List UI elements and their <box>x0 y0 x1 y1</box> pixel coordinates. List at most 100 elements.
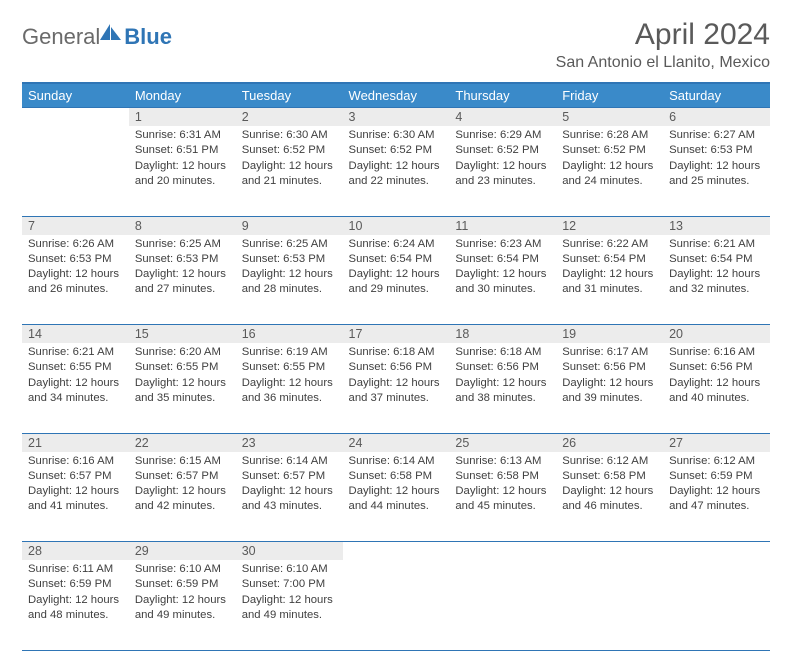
daylight-text: Daylight: 12 hours and 49 minutes. <box>242 593 337 624</box>
daylight-text: Daylight: 12 hours and 37 minutes. <box>349 376 444 407</box>
sunset-text: Sunset: 6:59 PM <box>135 577 230 592</box>
calendar-cell: Sunrise: 6:19 AMSunset: 6:55 PMDaylight:… <box>236 343 343 433</box>
calendar-cell: Sunrise: 6:27 AMSunset: 6:53 PMDaylight:… <box>663 126 770 216</box>
calendar-cell: Sunrise: 6:31 AMSunset: 6:51 PMDaylight:… <box>129 126 236 216</box>
sunset-text: Sunset: 6:55 PM <box>28 360 123 375</box>
sunset-text: Sunset: 6:56 PM <box>349 360 444 375</box>
weekday-monday: Monday <box>129 83 236 108</box>
sunrise-text: Sunrise: 6:30 AM <box>242 128 337 143</box>
calendar-row: Sunrise: 6:26 AMSunset: 6:53 PMDaylight:… <box>22 235 770 325</box>
day-number: 6 <box>663 108 770 127</box>
calendar-cell: Sunrise: 6:14 AMSunset: 6:58 PMDaylight:… <box>343 452 450 542</box>
day-details: Sunrise: 6:21 AMSunset: 6:55 PMDaylight:… <box>22 343 129 410</box>
sunset-text: Sunset: 6:56 PM <box>669 360 764 375</box>
sunrise-text: Sunrise: 6:30 AM <box>349 128 444 143</box>
sunrise-text: Sunrise: 6:26 AM <box>28 237 123 252</box>
day-number: 16 <box>236 325 343 344</box>
sunset-text: Sunset: 6:57 PM <box>28 469 123 484</box>
daynum-row: 21222324252627 <box>22 433 770 452</box>
day-number: 20 <box>663 325 770 344</box>
sunset-text: Sunset: 6:57 PM <box>135 469 230 484</box>
day-number: 29 <box>129 542 236 561</box>
daylight-text: Daylight: 12 hours and 21 minutes. <box>242 159 337 190</box>
day-number: 1 <box>129 108 236 127</box>
sunrise-text: Sunrise: 6:28 AM <box>562 128 657 143</box>
daylight-text: Daylight: 12 hours and 30 minutes. <box>455 267 550 298</box>
sunset-text: Sunset: 6:55 PM <box>242 360 337 375</box>
sunrise-text: Sunrise: 6:12 AM <box>562 454 657 469</box>
day-details: Sunrise: 6:21 AMSunset: 6:54 PMDaylight:… <box>663 235 770 302</box>
sunrise-text: Sunrise: 6:10 AM <box>242 562 337 577</box>
day-number: 8 <box>129 216 236 235</box>
calendar-cell <box>449 560 556 650</box>
daylight-text: Daylight: 12 hours and 35 minutes. <box>135 376 230 407</box>
calendar-cell: Sunrise: 6:25 AMSunset: 6:53 PMDaylight:… <box>129 235 236 325</box>
header: General Blue April 2024 San Antonio el L… <box>22 18 770 72</box>
sunrise-text: Sunrise: 6:22 AM <box>562 237 657 252</box>
day-details: Sunrise: 6:15 AMSunset: 6:57 PMDaylight:… <box>129 452 236 519</box>
day-number: 4 <box>449 108 556 127</box>
calendar-cell: Sunrise: 6:30 AMSunset: 6:52 PMDaylight:… <box>236 126 343 216</box>
weekday-sunday: Sunday <box>22 83 129 108</box>
day-details: Sunrise: 6:24 AMSunset: 6:54 PMDaylight:… <box>343 235 450 302</box>
day-details: Sunrise: 6:10 AMSunset: 6:59 PMDaylight:… <box>129 560 236 627</box>
weekday-header-row: Sunday Monday Tuesday Wednesday Thursday… <box>22 83 770 108</box>
sunrise-text: Sunrise: 6:13 AM <box>455 454 550 469</box>
daylight-text: Daylight: 12 hours and 24 minutes. <box>562 159 657 190</box>
sunrise-text: Sunrise: 6:31 AM <box>135 128 230 143</box>
calendar-cell <box>663 560 770 650</box>
sunset-text: Sunset: 6:54 PM <box>669 252 764 267</box>
calendar-cell: Sunrise: 6:17 AMSunset: 6:56 PMDaylight:… <box>556 343 663 433</box>
daylight-text: Daylight: 12 hours and 45 minutes. <box>455 484 550 515</box>
calendar-cell: Sunrise: 6:29 AMSunset: 6:52 PMDaylight:… <box>449 126 556 216</box>
day-number: 26 <box>556 433 663 452</box>
day-details: Sunrise: 6:10 AMSunset: 7:00 PMDaylight:… <box>236 560 343 627</box>
sunset-text: Sunset: 6:56 PM <box>455 360 550 375</box>
calendar-cell: Sunrise: 6:10 AMSunset: 6:59 PMDaylight:… <box>129 560 236 650</box>
day-details: Sunrise: 6:12 AMSunset: 6:58 PMDaylight:… <box>556 452 663 519</box>
daylight-text: Daylight: 12 hours and 25 minutes. <box>669 159 764 190</box>
sunset-text: Sunset: 6:53 PM <box>135 252 230 267</box>
sunset-text: Sunset: 6:53 PM <box>28 252 123 267</box>
day-number: 13 <box>663 216 770 235</box>
sunset-text: Sunset: 6:54 PM <box>562 252 657 267</box>
calendar-cell: Sunrise: 6:18 AMSunset: 6:56 PMDaylight:… <box>343 343 450 433</box>
day-details: Sunrise: 6:25 AMSunset: 6:53 PMDaylight:… <box>236 235 343 302</box>
day-number: 12 <box>556 216 663 235</box>
sunrise-text: Sunrise: 6:20 AM <box>135 345 230 360</box>
daylight-text: Daylight: 12 hours and 39 minutes. <box>562 376 657 407</box>
day-details: Sunrise: 6:31 AMSunset: 6:51 PMDaylight:… <box>129 126 236 193</box>
calendar-cell: Sunrise: 6:22 AMSunset: 6:54 PMDaylight:… <box>556 235 663 325</box>
calendar-page: General Blue April 2024 San Antonio el L… <box>0 0 792 651</box>
day-number: 17 <box>343 325 450 344</box>
daylight-text: Daylight: 12 hours and 32 minutes. <box>669 267 764 298</box>
day-details: Sunrise: 6:29 AMSunset: 6:52 PMDaylight:… <box>449 126 556 193</box>
sunrise-text: Sunrise: 6:17 AM <box>562 345 657 360</box>
day-details: Sunrise: 6:17 AMSunset: 6:56 PMDaylight:… <box>556 343 663 410</box>
day-number <box>663 542 770 561</box>
daylight-text: Daylight: 12 hours and 26 minutes. <box>28 267 123 298</box>
sunset-text: Sunset: 6:57 PM <box>242 469 337 484</box>
calendar-cell: Sunrise: 6:25 AMSunset: 6:53 PMDaylight:… <box>236 235 343 325</box>
daynum-row: 123456 <box>22 108 770 127</box>
sunset-text: Sunset: 6:52 PM <box>242 143 337 158</box>
day-details: Sunrise: 6:14 AMSunset: 6:58 PMDaylight:… <box>343 452 450 519</box>
daylight-text: Daylight: 12 hours and 23 minutes. <box>455 159 550 190</box>
sunset-text: Sunset: 6:54 PM <box>455 252 550 267</box>
sunset-text: Sunset: 7:00 PM <box>242 577 337 592</box>
day-details: Sunrise: 6:16 AMSunset: 6:56 PMDaylight:… <box>663 343 770 410</box>
location: San Antonio el Llanito, Mexico <box>556 54 770 72</box>
sunrise-text: Sunrise: 6:18 AM <box>455 345 550 360</box>
weekday-tuesday: Tuesday <box>236 83 343 108</box>
daylight-text: Daylight: 12 hours and 43 minutes. <box>242 484 337 515</box>
day-number: 3 <box>343 108 450 127</box>
sunrise-text: Sunrise: 6:15 AM <box>135 454 230 469</box>
sunrise-text: Sunrise: 6:16 AM <box>669 345 764 360</box>
day-details: Sunrise: 6:26 AMSunset: 6:53 PMDaylight:… <box>22 235 129 302</box>
calendar-cell: Sunrise: 6:11 AMSunset: 6:59 PMDaylight:… <box>22 560 129 650</box>
sunset-text: Sunset: 6:53 PM <box>242 252 337 267</box>
sunrise-text: Sunrise: 6:23 AM <box>455 237 550 252</box>
weekday-thursday: Thursday <box>449 83 556 108</box>
sunset-text: Sunset: 6:56 PM <box>562 360 657 375</box>
day-number: 7 <box>22 216 129 235</box>
